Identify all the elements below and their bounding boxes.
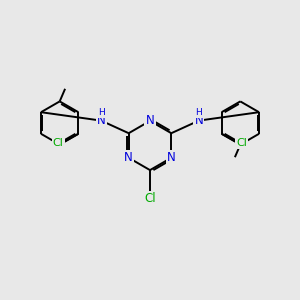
Text: H: H bbox=[98, 108, 105, 117]
Text: H: H bbox=[195, 108, 202, 117]
Text: N: N bbox=[194, 114, 203, 127]
Text: N: N bbox=[97, 114, 106, 127]
Text: Cl: Cl bbox=[144, 192, 156, 205]
Text: N: N bbox=[124, 151, 133, 164]
Text: Cl: Cl bbox=[53, 138, 64, 148]
Text: N: N bbox=[167, 151, 176, 164]
Text: Cl: Cl bbox=[236, 138, 247, 148]
Text: N: N bbox=[146, 114, 154, 128]
